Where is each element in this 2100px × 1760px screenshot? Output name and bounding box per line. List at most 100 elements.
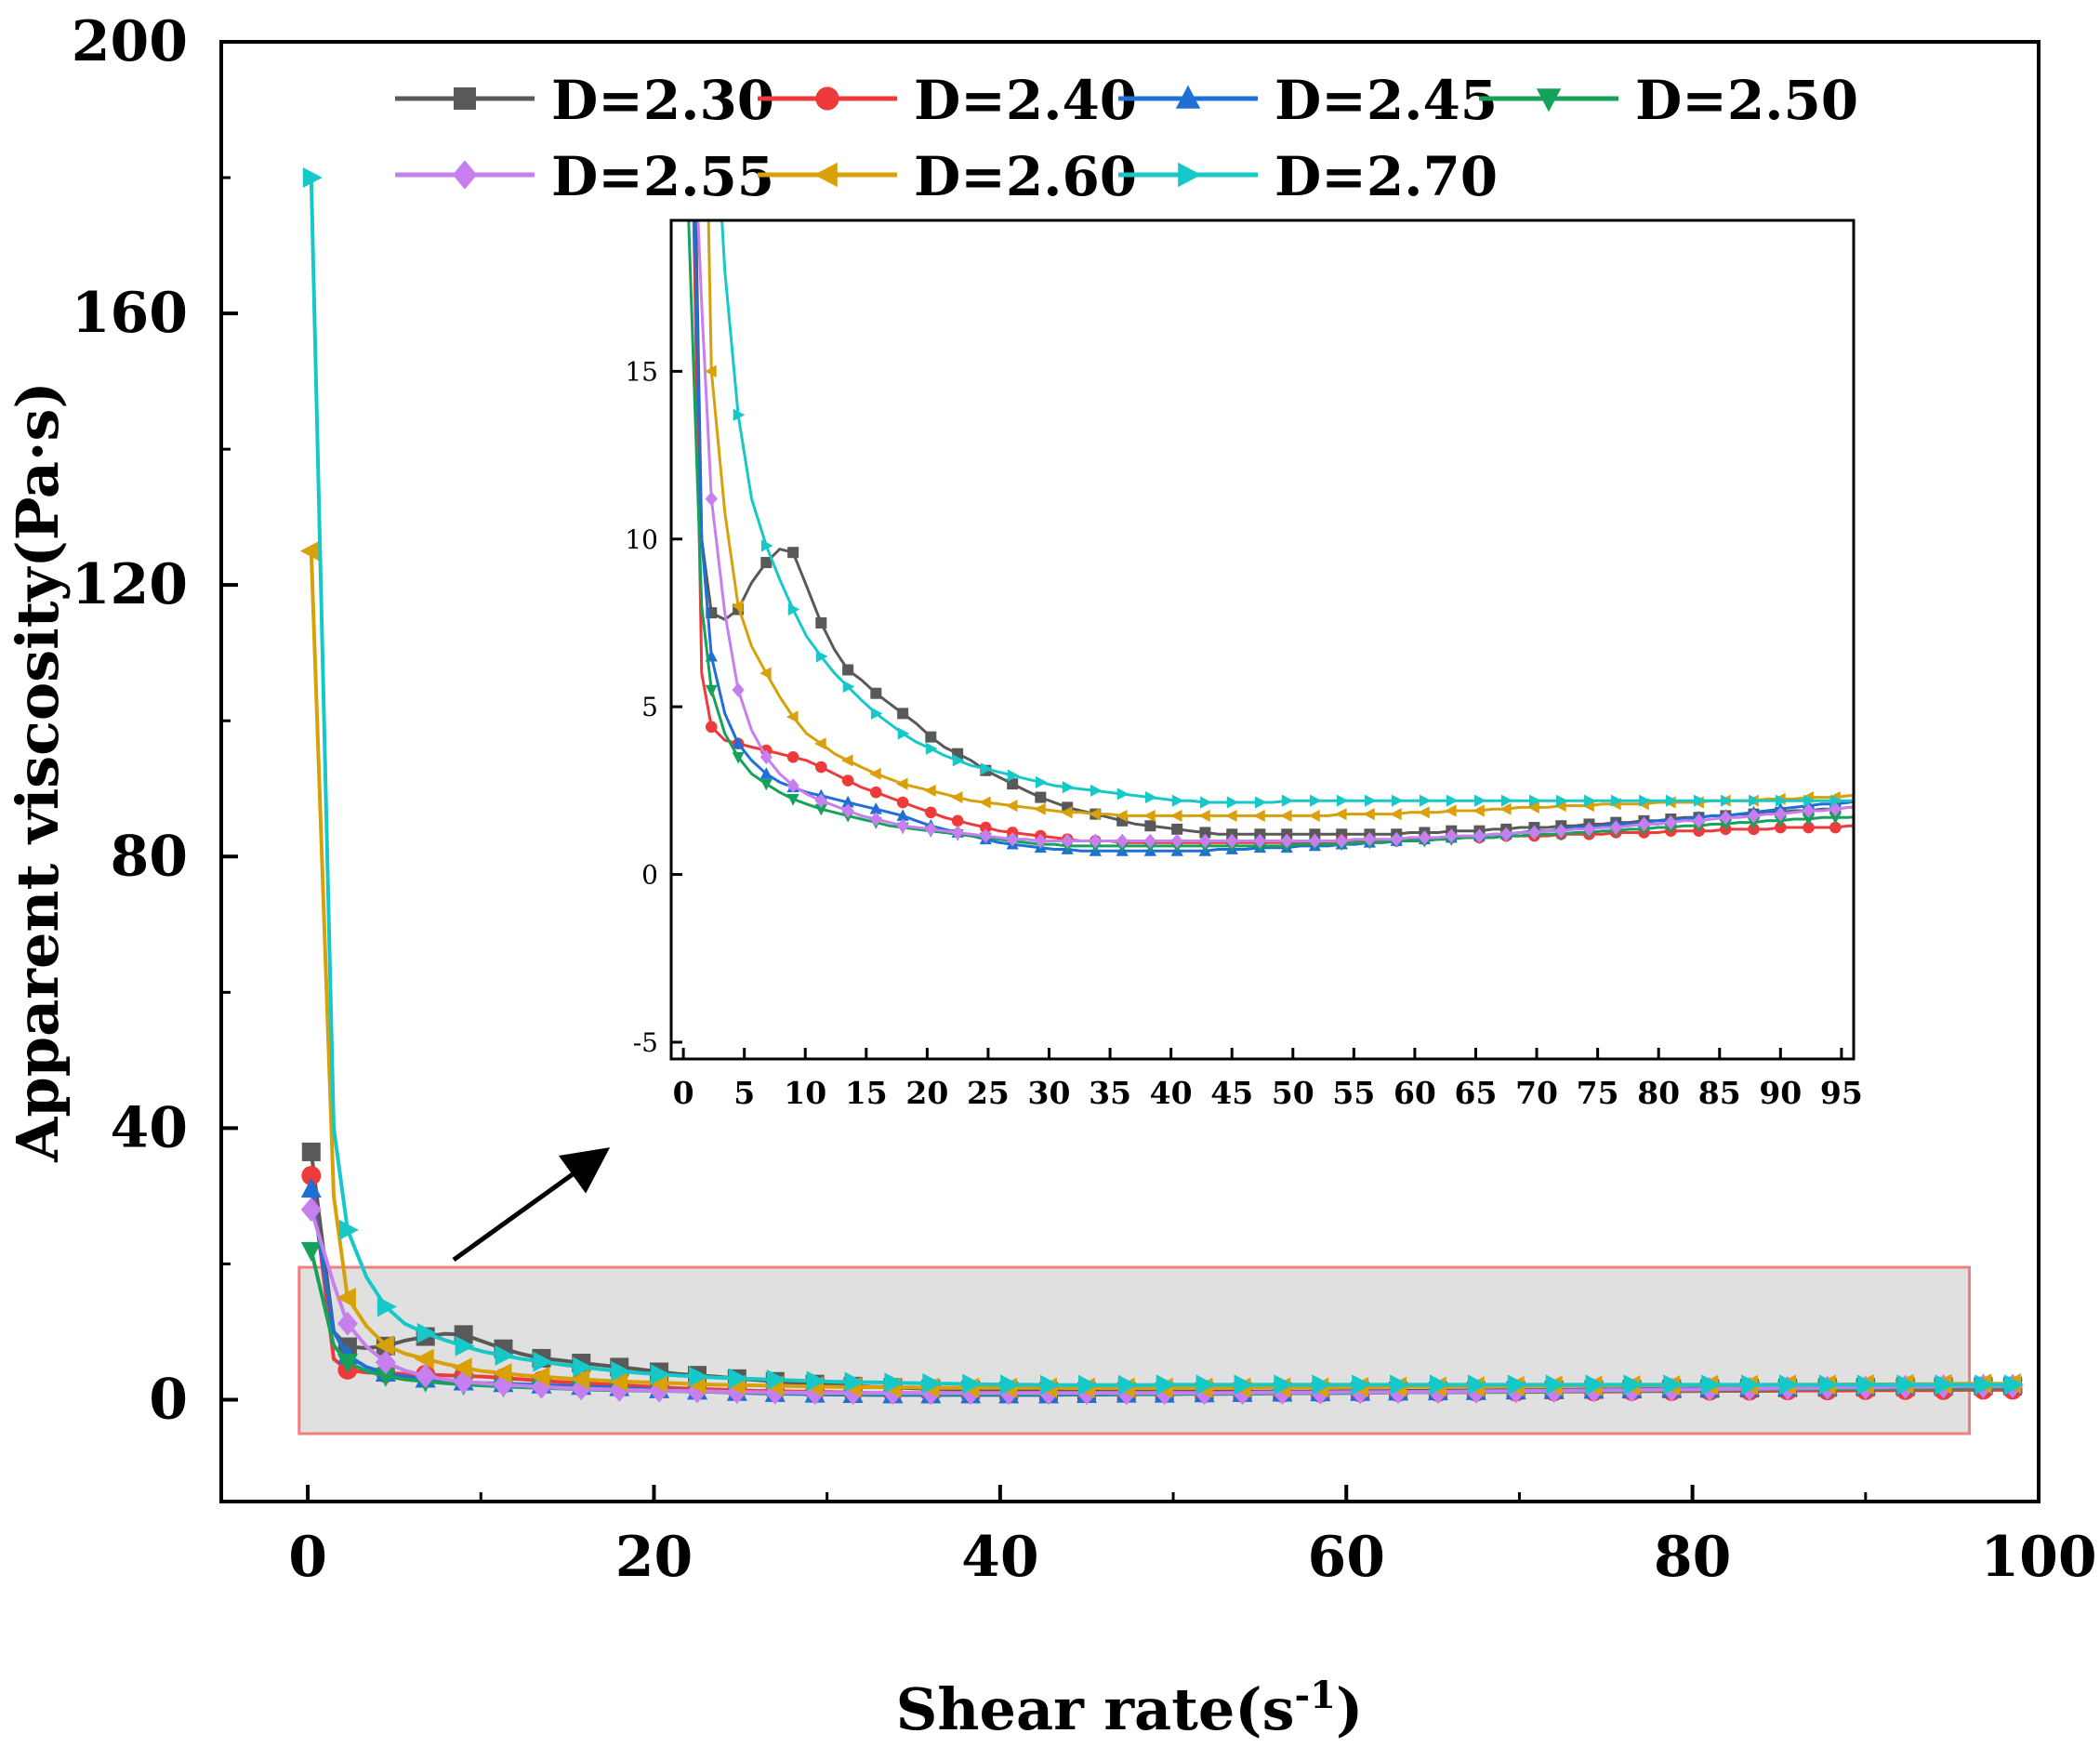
inset-point-d-2-55 (1664, 814, 1677, 830)
inset-point-d-2-50 (1802, 814, 1816, 827)
inset-point-d-2-70 (1007, 769, 1020, 782)
inset-x-tick-label: 95 (1820, 1075, 1863, 1111)
inset-point-d-2-70 (842, 680, 855, 694)
y-tick-label: 160 (72, 281, 188, 346)
legend-marker-d-2-70 (1178, 162, 1202, 188)
inset-point-d-2-60 (1527, 801, 1539, 814)
inset-point-d-2-45 (841, 795, 854, 808)
inset-series-d-2-70 (720, 220, 1854, 809)
x-tick-label: 100 (1980, 1525, 2096, 1590)
main-point-d-2-70 (1077, 1374, 1098, 1396)
inset-point-d-2-30 (897, 708, 909, 720)
inset-point-d-2-40 (786, 750, 799, 763)
legend-marker-d-2-40 (815, 86, 839, 111)
inset-point-d-2-70 (1584, 794, 1596, 807)
x-tick-label: 40 (961, 1525, 1039, 1590)
legend-item-d-2-55: D=2.55 (395, 145, 774, 208)
inset-point-d-2-55 (1225, 833, 1238, 849)
inset-point-d-2-60 (1060, 806, 1073, 819)
inset-point-d-2-70 (1474, 794, 1486, 807)
inset-point-d-2-55 (1034, 833, 1047, 849)
inset-point-d-2-70 (1281, 794, 1294, 807)
inset-point-d-2-55 (1499, 827, 1512, 842)
main-point-d-2-70 (416, 1322, 437, 1343)
legend-label-d-2-30: D=2.30 (551, 69, 774, 132)
inset-point-d-2-30 (1144, 820, 1156, 832)
inset-series-group (680, 131, 1854, 856)
legend-item-d-2-60: D=2.60 (758, 145, 1137, 208)
main-point-d-2-70 (1818, 1374, 1839, 1396)
inset-x-tick-label: 25 (967, 1075, 1010, 1111)
main-point-d-2-70 (844, 1371, 865, 1393)
main-point-d-2-70 (766, 1369, 786, 1390)
main-point-d-2-70 (962, 1373, 983, 1395)
inset-point-d-2-70 (1116, 787, 1129, 801)
main-point-d-2-70 (455, 1335, 475, 1356)
inset-x-tick-label: 40 (1150, 1075, 1193, 1111)
y-tick-label: 200 (72, 9, 188, 74)
inset-point-d-2-45 (732, 736, 745, 749)
inset-point-d-2-70 (1391, 794, 1404, 807)
inset-point-d-2-50 (1719, 819, 1732, 831)
inset-point-d-2-50 (814, 803, 827, 816)
inset-point-d-2-60 (1473, 804, 1485, 817)
y-tick-label: 0 (149, 1367, 188, 1432)
inset-background (671, 220, 1854, 1059)
main-point-d-2-55 (375, 1350, 396, 1375)
inset-point-d-2-55 (1253, 833, 1266, 849)
inset-point-d-2-70 (952, 754, 965, 767)
main-series-d-2-70 (302, 167, 2025, 1396)
main-point-d-2-70 (1274, 1374, 1294, 1396)
inset-point-d-2-50 (1829, 812, 1842, 825)
inset-point-d-2-70 (1749, 794, 1761, 807)
x-axis-title: Shear rate(s-1) (896, 1674, 1364, 1744)
x-tick-label: 20 (615, 1525, 693, 1590)
main-point-d-2-70 (884, 1372, 905, 1394)
main-point-d-2-60 (374, 1335, 394, 1356)
inset-point-d-2-55 (1418, 830, 1432, 845)
inset-x-tick-label: 35 (1089, 1075, 1131, 1111)
inset-point-d-2-45 (869, 802, 882, 814)
inset-point-d-2-70 (1639, 794, 1651, 807)
legend-marker-d-2-30 (454, 87, 476, 110)
main-point-d-2-40 (301, 1165, 322, 1185)
legend-marker-d-2-50 (1536, 88, 1562, 112)
inset-point-d-2-55 (1308, 833, 1321, 849)
main-point-d-2-70 (495, 1345, 515, 1366)
inset-point-d-2-70 (1529, 794, 1541, 807)
inset-point-d-2-60 (1445, 804, 1457, 817)
inset-point-d-2-60 (1225, 809, 1237, 823)
legend-marker-d-2-45 (1175, 85, 1201, 109)
inset-x-tick-label: 90 (1759, 1075, 1802, 1111)
inset-point-d-2-70 (1062, 781, 1075, 794)
inset-point-d-2-45 (896, 809, 909, 821)
inset-point-d-2-70 (897, 727, 910, 740)
zoom-arrow (452, 1147, 611, 1263)
main-point-d-2-60 (414, 1348, 434, 1370)
y-tick-label: 80 (111, 824, 189, 889)
main-point-d-2-60 (530, 1366, 550, 1387)
inset-point-d-2-70 (1775, 794, 1788, 807)
inset-point-d-2-30 (870, 687, 882, 699)
main-point-d-2-50 (375, 1367, 396, 1387)
inset-point-d-2-50 (680, 131, 692, 143)
main-point-d-2-70 (922, 1372, 943, 1394)
inset-x-tick-label: 70 (1515, 1075, 1558, 1111)
inset-point-d-2-70 (925, 742, 938, 755)
inset-point-d-2-70 (1420, 794, 1432, 807)
inset-point-d-2-70 (1803, 794, 1816, 807)
legend-label-d-2-70: D=2.70 (1275, 145, 1498, 208)
inset-point-d-2-55 (1527, 825, 1541, 840)
main-point-d-2-70 (2004, 1374, 2025, 1396)
y-axis-title: Apparent viscosity(Pa·s) (4, 381, 72, 1162)
legend-marker-d-2-60 (813, 162, 838, 188)
main-point-d-2-70 (1312, 1374, 1332, 1396)
inset-y-tick-label: 5 (641, 692, 658, 722)
main-point-d-2-55 (337, 1311, 358, 1336)
x-tick-label: 80 (1654, 1525, 1732, 1590)
inset-point-d-2-40 (841, 774, 854, 787)
inset-point-d-2-55 (896, 818, 909, 834)
inset-point-d-2-40 (814, 761, 827, 774)
